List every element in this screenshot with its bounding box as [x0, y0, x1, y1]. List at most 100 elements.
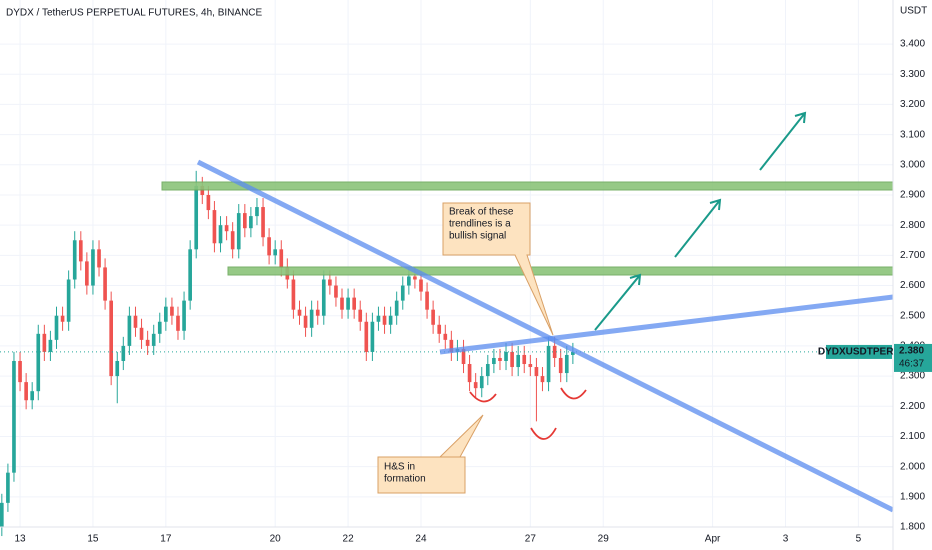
candle-body	[461, 348, 466, 365]
candle-body	[358, 309, 363, 322]
candle-body	[164, 306, 168, 322]
x-tick-label: 20	[270, 534, 282, 545]
y-tick-label: 2.900	[900, 190, 925, 201]
candle-body	[291, 279, 296, 310]
candle-body	[188, 249, 192, 301]
candle-body	[176, 315, 180, 331]
price-axis	[893, 0, 932, 550]
y-tick-label: 3.200	[900, 99, 925, 110]
x-tick-label: 22	[343, 534, 355, 545]
callout-box	[442, 202, 554, 336]
candle-body	[370, 321, 375, 352]
candle-body	[413, 276, 417, 280]
annotation-text: Break of these	[449, 207, 514, 218]
candle-body	[115, 360, 120, 377]
annotation-text: formation	[384, 474, 426, 485]
currency-label: USDT	[900, 6, 927, 17]
candle-body	[498, 357, 502, 361]
candle-body	[273, 249, 278, 256]
x-tick-label: 24	[415, 534, 427, 545]
candle-body	[97, 249, 101, 268]
candle-body	[352, 297, 357, 310]
candle-body	[145, 339, 150, 346]
candle-body	[236, 213, 241, 250]
trendline	[196, 159, 895, 513]
candle-body	[376, 315, 381, 322]
candle-body	[449, 339, 454, 352]
candle-body	[504, 351, 508, 361]
candle-body	[54, 315, 59, 340]
x-tick-label: 17	[160, 534, 172, 545]
candle-body	[540, 376, 545, 383]
candle-body	[170, 306, 174, 316]
candle-body	[109, 300, 113, 377]
candle-body	[309, 309, 314, 328]
annotation-text: bullish signal	[449, 231, 506, 242]
candle-body	[121, 345, 126, 361]
y-tick-label: 2.700	[900, 250, 925, 261]
candle-body	[510, 351, 514, 368]
candle-body	[151, 333, 156, 346]
candle-body	[182, 300, 186, 331]
candle-body	[91, 249, 95, 286]
candle-body	[36, 333, 41, 392]
candle-body	[230, 231, 235, 250]
hs-marks	[469, 387, 587, 440]
candle-body	[571, 351, 575, 355]
candle-body	[364, 321, 369, 352]
candle-body	[552, 345, 557, 358]
candle-body	[467, 364, 472, 383]
x-tick-label: 15	[87, 534, 99, 545]
candle-body	[400, 285, 405, 301]
price-badge	[894, 343, 932, 372]
y-tick-label: 3.000	[900, 159, 925, 170]
candle-body	[42, 333, 47, 352]
candle-body	[66, 279, 71, 322]
head	[530, 427, 557, 440]
candle-body	[522, 354, 527, 365]
candle-body	[431, 309, 435, 325]
y-tick-label: 1.900	[900, 491, 925, 502]
callout-box	[377, 414, 484, 494]
candle-body	[194, 185, 199, 250]
candle-body	[133, 315, 138, 328]
y-tick-label: 2.100	[900, 431, 925, 442]
candle-body	[534, 367, 539, 377]
candle-body	[443, 333, 448, 340]
candle-body	[78, 240, 83, 262]
y-tick-label: 2.000	[900, 461, 925, 472]
candle-body	[321, 279, 326, 316]
candle-body	[564, 354, 569, 374]
y-tick-label: 3.300	[900, 69, 925, 80]
candle-body	[419, 279, 423, 292]
candle-body	[528, 364, 533, 368]
candle-body	[212, 210, 217, 244]
candle-body	[249, 216, 253, 229]
candle-body	[48, 339, 53, 352]
candle-body	[546, 345, 551, 383]
candle-body	[303, 315, 308, 328]
x-tick-label: 27	[525, 534, 537, 545]
shoulder	[469, 391, 497, 403]
candle-body	[340, 297, 344, 310]
candle-body	[407, 276, 411, 286]
candle-body	[12, 360, 16, 473]
candle-body	[139, 327, 144, 340]
arrows	[594, 111, 807, 331]
countdown-label: 46:37	[899, 359, 924, 370]
candle-body	[72, 240, 77, 280]
candle-body	[255, 207, 259, 217]
candle-body	[297, 309, 302, 316]
candle-body	[315, 309, 320, 316]
candle-body	[261, 207, 265, 238]
candle-body	[558, 357, 563, 374]
candle-body	[485, 364, 490, 377]
arrow	[674, 198, 722, 258]
candle-body	[388, 315, 393, 325]
resistance-zone	[227, 266, 894, 276]
candle-body	[0, 502, 4, 527]
candle-body	[346, 297, 350, 310]
candle-body	[157, 321, 162, 334]
